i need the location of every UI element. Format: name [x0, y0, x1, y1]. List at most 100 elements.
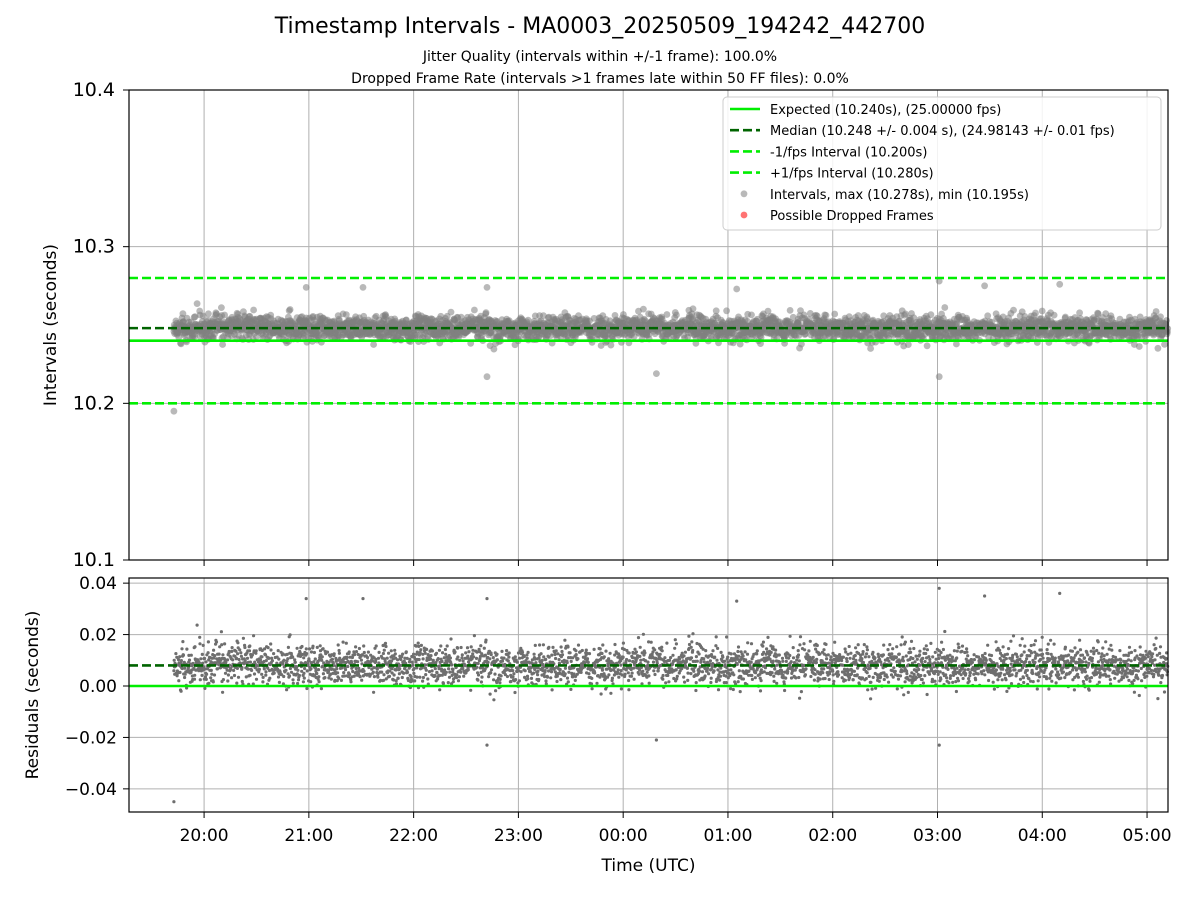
residual-point — [448, 656, 452, 660]
residual-point — [537, 656, 541, 660]
residual-point — [198, 635, 202, 639]
residual-point — [340, 666, 344, 670]
residual-point — [547, 645, 551, 650]
residual-point — [443, 647, 447, 652]
residual-point — [250, 668, 254, 673]
interval-point — [822, 311, 830, 319]
residual-point — [383, 641, 388, 646]
residual-point — [459, 645, 463, 650]
residual-point — [574, 649, 578, 653]
residual-point — [183, 675, 187, 680]
residual-point — [332, 652, 336, 656]
residual-point — [221, 678, 225, 682]
residual-point — [479, 680, 483, 684]
residual-point — [269, 642, 273, 646]
interval-point — [748, 311, 755, 319]
residual-point — [502, 656, 506, 660]
residual-point — [342, 671, 346, 675]
residual-point — [212, 673, 217, 677]
residual-point — [423, 651, 427, 655]
residual-point — [411, 663, 415, 667]
residual-point — [382, 673, 386, 677]
intervals-y-axis-label: Intervals (seconds) — [41, 244, 61, 406]
residuals-points — [129, 586, 1170, 804]
residual-point — [536, 673, 540, 677]
residual-point — [252, 634, 256, 638]
residual-point — [174, 652, 178, 656]
residual-point — [381, 651, 385, 656]
residual-point — [226, 673, 230, 677]
residual-point — [247, 649, 252, 653]
interval-point — [1076, 309, 1083, 317]
residual-point — [245, 656, 250, 660]
residual-point — [296, 678, 301, 682]
residual-point — [495, 652, 499, 656]
residual-point — [551, 645, 555, 650]
residual-point — [438, 688, 442, 692]
residual-point — [389, 649, 393, 653]
residual-point — [464, 651, 468, 655]
residual-point — [456, 646, 460, 650]
residual-point — [337, 676, 341, 681]
interval-point — [221, 311, 229, 319]
residual-point — [505, 674, 510, 679]
residual-point — [604, 649, 608, 653]
residual-point — [313, 657, 317, 661]
interval-point — [1135, 343, 1143, 350]
residual-point — [372, 690, 376, 694]
residual-point — [499, 674, 503, 678]
residual-point — [444, 670, 448, 674]
residual-point — [339, 678, 343, 683]
residual-point — [471, 652, 475, 656]
residual-point — [172, 669, 176, 673]
residual-point — [538, 643, 542, 647]
residual-point — [225, 658, 230, 662]
residual-point — [544, 679, 548, 683]
residual-point — [226, 679, 230, 683]
residual-point — [276, 649, 280, 653]
interval-point — [342, 311, 350, 318]
residual-point — [357, 646, 361, 651]
residual-point — [193, 645, 197, 649]
residual-point — [415, 666, 419, 670]
interval-point — [170, 407, 178, 415]
residual-point — [236, 652, 240, 656]
residual-point — [236, 675, 241, 679]
residual-point — [374, 644, 378, 648]
residual-point — [286, 657, 290, 661]
residual-point — [220, 643, 224, 647]
residual-point — [493, 672, 497, 676]
residual-point — [580, 648, 584, 653]
residual-point — [430, 649, 434, 653]
residual-point — [453, 650, 457, 654]
residual-point — [206, 640, 210, 644]
interval-point — [1163, 317, 1170, 324]
residual-point — [545, 675, 550, 679]
residual-point — [316, 668, 321, 672]
residual-point — [330, 657, 334, 661]
residual-point — [393, 648, 397, 652]
residual-point — [402, 671, 406, 675]
interval-point — [712, 307, 720, 315]
residual-point — [371, 670, 375, 674]
residual-point — [466, 654, 470, 658]
residual-point — [241, 636, 245, 640]
residual-point — [304, 647, 308, 651]
residuals-panel: −0.04−0.020.000.020.04 20:00 21:00 22:00 23… — [23, 574, 1172, 876]
residual-point — [260, 655, 264, 659]
interval-point — [250, 306, 257, 314]
residual-point — [476, 678, 480, 682]
residual-point — [248, 660, 252, 664]
residual-point — [300, 644, 304, 649]
residual-point — [344, 641, 348, 645]
residual-point — [337, 651, 341, 655]
residual-point — [547, 655, 551, 659]
interval-point — [516, 334, 523, 341]
residual-point — [507, 655, 511, 659]
intervals-y-tick-label: 10.4 — [73, 79, 115, 101]
intervals-y-tick-label: 10.3 — [73, 236, 115, 258]
residual-point — [307, 647, 312, 651]
residual-point — [511, 669, 515, 673]
residual-point — [472, 634, 476, 638]
residual-point — [189, 653, 193, 657]
